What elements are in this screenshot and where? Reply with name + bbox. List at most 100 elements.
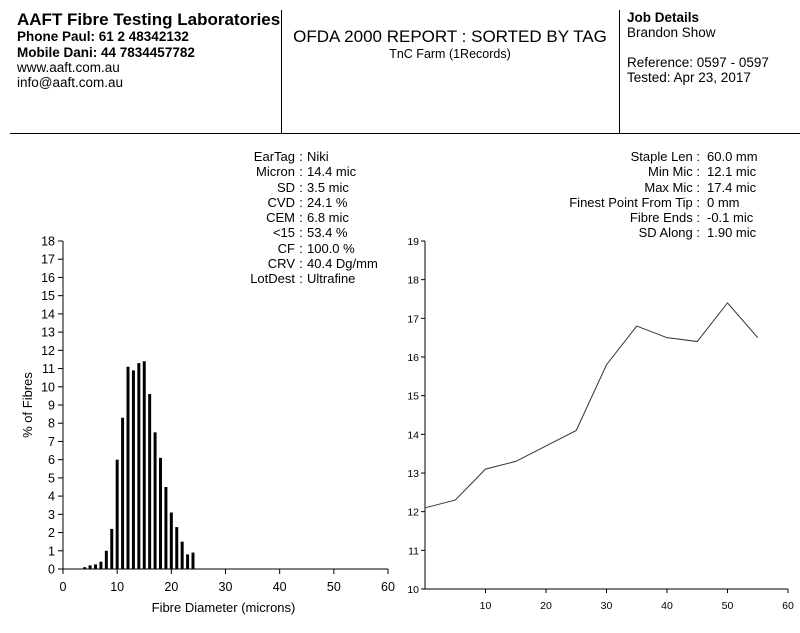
stat-value: Niki xyxy=(307,149,329,164)
profile-y-tick-label: 13 xyxy=(407,468,419,480)
stat-sep: : xyxy=(299,240,303,256)
profile-x-tick-label: 60 xyxy=(782,600,794,612)
profile-y-tick-label: 17 xyxy=(407,313,419,325)
job-client: Brandon Show xyxy=(627,25,716,40)
histogram-y-tick-label: 12 xyxy=(41,344,55,358)
histogram-y-tick-label: 11 xyxy=(42,362,55,376)
stat-label: CF xyxy=(277,240,295,256)
stat-sep: : xyxy=(299,210,303,226)
histogram-x-tick-label: 50 xyxy=(327,580,341,594)
profile-x-tick-label: 20 xyxy=(540,600,552,612)
histogram-y-tick-label: 6 xyxy=(48,453,55,467)
fleece-stats-right: Staple Len : 60.0 mm Min Mic : 12.1 mic Ma… xyxy=(520,149,770,241)
histogram-y-tick-label: 9 xyxy=(48,399,55,413)
histogram-y-tick-label: 5 xyxy=(48,471,55,485)
profile-x-tick-label: 10 xyxy=(480,600,492,612)
profile-y-tick-label: 12 xyxy=(407,507,419,519)
histogram-y-tick-label: 13 xyxy=(41,326,55,340)
stat-sep: : xyxy=(299,256,303,272)
profile-y-tick-label: 10 xyxy=(407,584,419,596)
stat-label: CRV xyxy=(267,256,295,272)
micron-profile-line xyxy=(424,302,759,509)
histogram-x-tick-label: 0 xyxy=(60,580,67,594)
stat-sep: : xyxy=(299,271,303,287)
stat-label: SD xyxy=(276,179,295,195)
profile-x-tick-label: 30 xyxy=(601,600,613,612)
histogram-x-tick-label: 60 xyxy=(381,580,395,594)
job-heading: Job Details xyxy=(627,10,700,25)
histogram-y-tick-label: 0 xyxy=(48,563,55,577)
profile-y-tick-label: 18 xyxy=(407,275,419,287)
profile-y-tick-label: 15 xyxy=(407,391,419,403)
histogram-bar xyxy=(175,527,179,569)
histogram-bar xyxy=(121,417,125,569)
stat-row: Min Mic : 12.1 mic xyxy=(520,164,770,179)
website-link[interactable]: www.aaft.com.au xyxy=(17,60,120,75)
histogram-bar xyxy=(148,394,152,569)
stat-value: 17.4 mic xyxy=(707,179,757,195)
stat-value: 60.0 mm xyxy=(707,149,758,164)
stat-sep: : xyxy=(299,225,303,241)
histogram-y-tick-label: 4 xyxy=(48,490,55,504)
histogram-bar xyxy=(191,552,195,569)
histogram-bar xyxy=(159,457,162,569)
histogram-bar xyxy=(99,561,103,569)
report-header: AAFT Fibre Testing Laboratories Phone Pa… xyxy=(0,0,800,134)
histogram-bar xyxy=(169,512,173,569)
histogram-bar xyxy=(115,459,119,569)
stat-value: 6.8 mic xyxy=(307,210,349,226)
histogram-bar xyxy=(110,528,114,569)
histogram-bar xyxy=(186,554,190,569)
report-subtitle: TnC Farm (1Records) xyxy=(389,47,511,61)
profile-x-tick-label: 40 xyxy=(661,600,673,612)
stat-row: Micron: 14.4 mic xyxy=(215,164,407,179)
histogram-bar xyxy=(94,564,97,569)
histogram-bar xyxy=(126,366,130,569)
email-link[interactable]: info@aaft.com.au xyxy=(17,75,124,90)
histogram-y-tick-label: 1 xyxy=(48,544,55,558)
stat-value: 3.5 mic xyxy=(307,179,349,195)
stat-row: CF:100.0 % xyxy=(215,241,407,256)
histogram-y-tick-label: 2 xyxy=(48,526,55,540)
profile-y-tick-label: 16 xyxy=(407,352,419,364)
histogram-y-tick-label: 8 xyxy=(48,417,55,431)
histogram-x-tick-label: 20 xyxy=(164,580,178,594)
stat-row: Max Mic : 17.4 mic xyxy=(520,180,770,195)
histogram-bar xyxy=(180,541,184,569)
stat-sep: : xyxy=(299,194,303,210)
stat-row: EarTag: Niki xyxy=(215,149,407,164)
stat-value: 40.4 Dg/mm xyxy=(307,256,378,272)
stat-label: CVD xyxy=(267,194,295,210)
histogram-bar xyxy=(164,487,168,569)
stat-value: 12.1 mic xyxy=(707,164,757,180)
stat-row: CVD:24.1 % xyxy=(215,195,407,210)
stat-label: CEM xyxy=(266,210,295,226)
histogram-bar xyxy=(131,370,135,569)
profile-y-tick-label: 19 xyxy=(407,236,419,248)
profile-y-tick-label: 11 xyxy=(408,545,419,557)
stat-row: Finest Point From Tip : 0 mm xyxy=(520,195,770,210)
profile-x-tick-label: 50 xyxy=(722,600,734,612)
histogram-y-tick-label: 7 xyxy=(48,435,55,449)
phone-line: Phone Paul: 61 2 48342132 xyxy=(17,29,189,44)
stat-value: -0.1 mic xyxy=(707,210,754,226)
stat-value: 0 mm xyxy=(707,194,740,210)
histogram-y-tick-label: 16 xyxy=(41,271,55,285)
stat-row: Fibre Ends : -0.1 mic xyxy=(520,210,770,225)
stat-sep: : xyxy=(299,149,303,164)
histogram-y-tick-label: 18 xyxy=(41,235,55,249)
stat-row: CEM: 6.8 mic xyxy=(215,210,407,225)
histogram-y-axis-label: % of Fibres xyxy=(20,372,35,438)
histogram-bar xyxy=(88,565,92,569)
stat-row: SD Along : 1.90 mic xyxy=(520,225,770,240)
histogram-bar xyxy=(83,567,87,569)
stat-label: SD Along : xyxy=(638,225,700,241)
stat-row: CRV: 40.4 Dg/mm xyxy=(215,256,407,271)
histogram-y-tick-label: 3 xyxy=(48,508,55,522)
histogram-bar xyxy=(153,432,157,569)
stat-sep: : xyxy=(299,179,303,195)
stat-sep: : xyxy=(299,164,303,180)
stat-label: Finest Point From Tip : xyxy=(569,194,700,210)
stat-label: <15 xyxy=(272,225,295,241)
stat-label: Micron xyxy=(255,164,295,180)
